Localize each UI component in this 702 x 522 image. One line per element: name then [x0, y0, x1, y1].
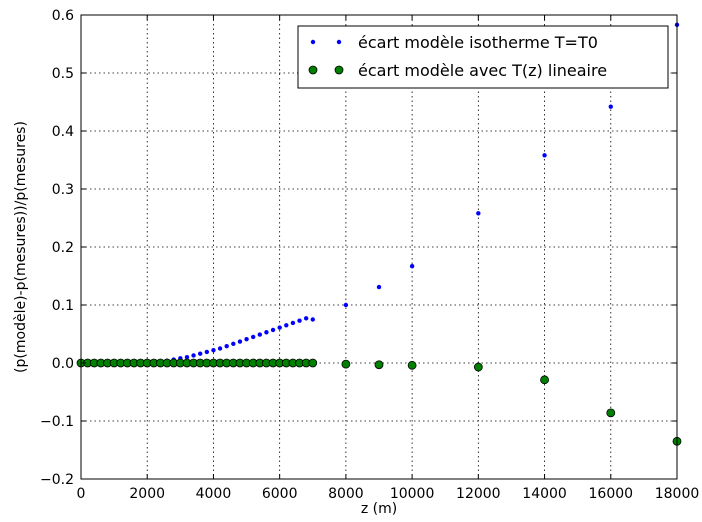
data-point	[224, 343, 229, 349]
data-point	[250, 334, 256, 340]
data-point	[374, 360, 384, 370]
data-point	[270, 327, 276, 333]
data-point	[284, 323, 289, 328]
data-point	[211, 348, 216, 353]
y-tick-label: 0.1	[52, 298, 74, 314]
data-point	[310, 317, 315, 322]
data-point	[257, 332, 262, 337]
x-tick-label: 18000	[655, 486, 700, 502]
data-point	[198, 351, 203, 356]
data-point	[540, 375, 549, 385]
y-tick-label: 0.5	[52, 66, 74, 82]
data-point	[237, 339, 243, 344]
data-point	[297, 318, 302, 323]
legend-marker-isotherme	[336, 39, 342, 45]
y-tick-label: −0.1	[40, 414, 74, 430]
data-point	[409, 263, 415, 269]
data-series	[76, 22, 682, 446]
data-point	[608, 104, 613, 109]
legend-markers	[308, 39, 344, 75]
data-point	[473, 362, 483, 372]
x-tick-label: 10000	[390, 486, 435, 502]
data-point	[303, 316, 309, 321]
legend: écart modèle isotherme T=T0 écart modèle…	[297, 25, 669, 89]
x-tick-label: 8000	[328, 486, 364, 502]
data-point	[376, 284, 382, 290]
legend-marker-isotherme	[310, 39, 316, 45]
data-point	[341, 359, 351, 369]
data-point	[264, 330, 269, 335]
data-point	[542, 153, 547, 158]
data-point	[231, 341, 236, 347]
x-axis-label: z (m)	[361, 501, 397, 517]
x-tick-label: 4000	[196, 486, 232, 502]
data-point	[290, 320, 296, 326]
data-point	[476, 211, 481, 216]
data-point	[204, 349, 210, 355]
y-tick-label: −0.2	[40, 472, 74, 488]
data-point	[277, 325, 282, 330]
tick-labels: 0 2000 4000 6000 8000 10000 12000 14000 16000 180…	[40, 8, 699, 502]
x-tick-label: 0	[77, 486, 86, 502]
x-tick-label: 6000	[262, 486, 298, 502]
y-tick-label: 0.3	[52, 182, 74, 198]
y-tick-label: 0.0	[52, 356, 74, 372]
y-tick-label: 0.4	[52, 124, 74, 140]
y-tick-label: 0.2	[52, 240, 74, 256]
y-tick-label: 0.6	[52, 8, 74, 24]
data-point	[191, 353, 196, 358]
x-tick-label: 14000	[522, 486, 567, 502]
legend-label-lineaire: écart modèle avec T(z) lineaire	[358, 61, 607, 80]
legend-marker-lineaire	[334, 65, 344, 75]
x-tick-label: 12000	[456, 486, 501, 502]
data-point	[244, 337, 249, 342]
axis-ticks	[80, 14, 678, 480]
y-axis-label: (p(modèle)-p(mesures))/p(mesures)	[13, 121, 29, 373]
data-point	[184, 355, 190, 360]
data-point	[407, 360, 417, 370]
data-point	[343, 302, 349, 308]
data-point	[606, 408, 616, 418]
x-tick-label: 2000	[129, 486, 165, 502]
x-tick-label: 16000	[589, 486, 634, 502]
legend-marker-lineaire	[308, 65, 318, 75]
legend-box	[297, 25, 669, 89]
data-point	[217, 346, 223, 351]
legend-label-isotherme: écart modèle isotherme T=T0	[358, 33, 598, 52]
data-point	[308, 358, 318, 368]
series-lineaire	[76, 358, 682, 446]
